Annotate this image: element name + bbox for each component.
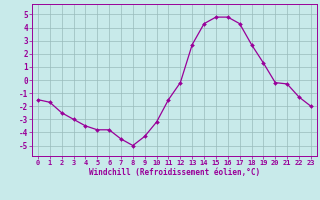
X-axis label: Windchill (Refroidissement éolien,°C): Windchill (Refroidissement éolien,°C) xyxy=(89,168,260,177)
